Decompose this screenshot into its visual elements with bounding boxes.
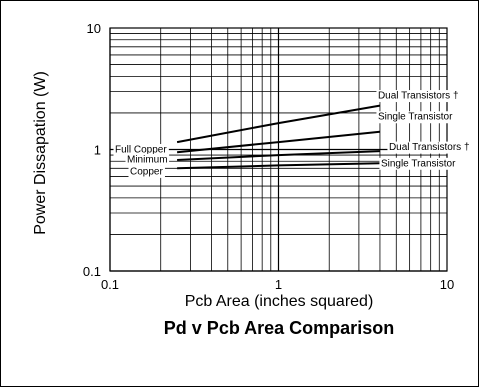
minimum-copper-label-bg — [125, 153, 170, 166]
x-tick-label: 0.1 — [101, 277, 119, 292]
y-tick-label: 1 — [94, 143, 101, 158]
series-layer — [176, 104, 381, 170]
series-label-bg — [376, 111, 455, 124]
tick-labels: 0.1 1 10 0.1 1 10 — [83, 21, 454, 292]
series-line — [177, 130, 381, 154]
series-line — [177, 162, 380, 170]
annotation-layer: Dual Transistors † Single Transistor Dual … — [113, 90, 472, 178]
x-tick-label: 10 — [440, 277, 454, 292]
full-copper-label: Full Copper — [115, 145, 167, 156]
full-copper-label-bg — [113, 144, 169, 156]
y-tick-label: 0.1 — [83, 264, 101, 279]
series-label-bg — [379, 157, 458, 170]
series-line — [177, 150, 380, 161]
series-label: Single Transistor — [378, 112, 453, 123]
chart-title: Pd v Pcb Area Comparison — [164, 318, 394, 338]
series-label-bg — [376, 90, 461, 103]
series-line — [176, 104, 381, 144]
minimum-copper-label-bg — [128, 165, 165, 178]
series-label: Dual Transistors † — [378, 91, 459, 102]
series-label: Single Transistor — [381, 158, 456, 169]
series-label-bg — [387, 141, 472, 154]
x-axis-label: Pcb Area (inches squared) — [185, 293, 374, 310]
minimum-copper-label: Copper — [130, 166, 163, 177]
minimum-copper-label: Minimum — [127, 154, 168, 165]
x-tick-label: 1 — [275, 277, 282, 292]
y-tick-label: 10 — [87, 21, 101, 36]
y-axis-label: Power Dissapation (W) — [32, 71, 49, 235]
series-label: Dual Transistors † — [389, 142, 470, 153]
